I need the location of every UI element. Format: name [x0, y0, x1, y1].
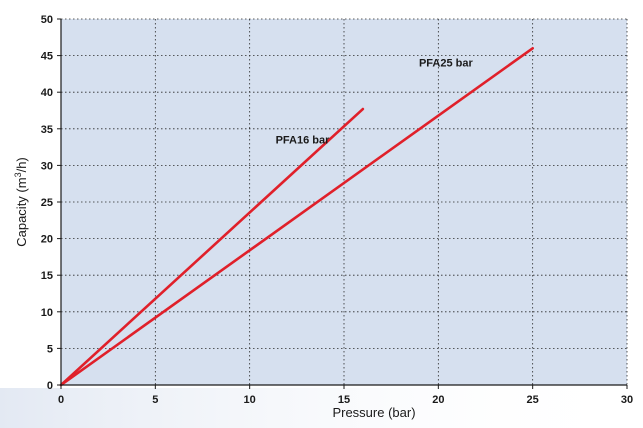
y-tick-label: 10 [41, 307, 53, 319]
x-tick-label: 30 [621, 394, 633, 406]
x-tick-label: 20 [432, 394, 444, 406]
y-tick-label: 5 [47, 343, 53, 355]
y-axis-title: Capacity (m3/h) [13, 157, 29, 247]
bottom-band [0, 388, 643, 428]
series-layer [59, 46, 534, 387]
y-tick-label: 20 [41, 234, 53, 246]
label-layer: PFA16 bar PFA25 bar [276, 58, 474, 147]
series-label-pfa16: PFA16 bar [276, 134, 331, 146]
x-tick-label: 10 [244, 394, 256, 406]
y-tick-label: 35 [41, 124, 53, 136]
y-tick-label: 15 [41, 270, 53, 282]
x-tick-label: 15 [338, 394, 350, 406]
y-tick-label: 25 [41, 197, 53, 209]
y-axis-title-prefix: Capacity (m [14, 177, 29, 246]
x-tick-label: 5 [152, 394, 158, 406]
y-tick-label: 50 [41, 14, 53, 26]
y-axis-title-sup: 3 [13, 172, 23, 177]
x-tick-label: 0 [58, 394, 64, 406]
series-label-pfa25: PFA25 bar [419, 58, 474, 70]
series-line-pfa25 [59, 46, 534, 387]
grid-layer [61, 18, 628, 385]
axis-layer: 0 5 10 15 20 25 30 0 5 10 15 20 25 30 35 40 45 50 [41, 14, 633, 406]
y-tick-label: 45 [41, 51, 53, 63]
y-tick-label: 0 [47, 380, 53, 392]
series-line-pfa16 [59, 107, 365, 387]
x-axis-title: Pressure (bar) [332, 405, 415, 420]
y-tick-label: 40 [41, 87, 53, 99]
y-tick-label: 30 [41, 160, 53, 172]
x-tick-label: 25 [527, 394, 539, 406]
y-axis-title-suffix: /h) [14, 157, 29, 172]
